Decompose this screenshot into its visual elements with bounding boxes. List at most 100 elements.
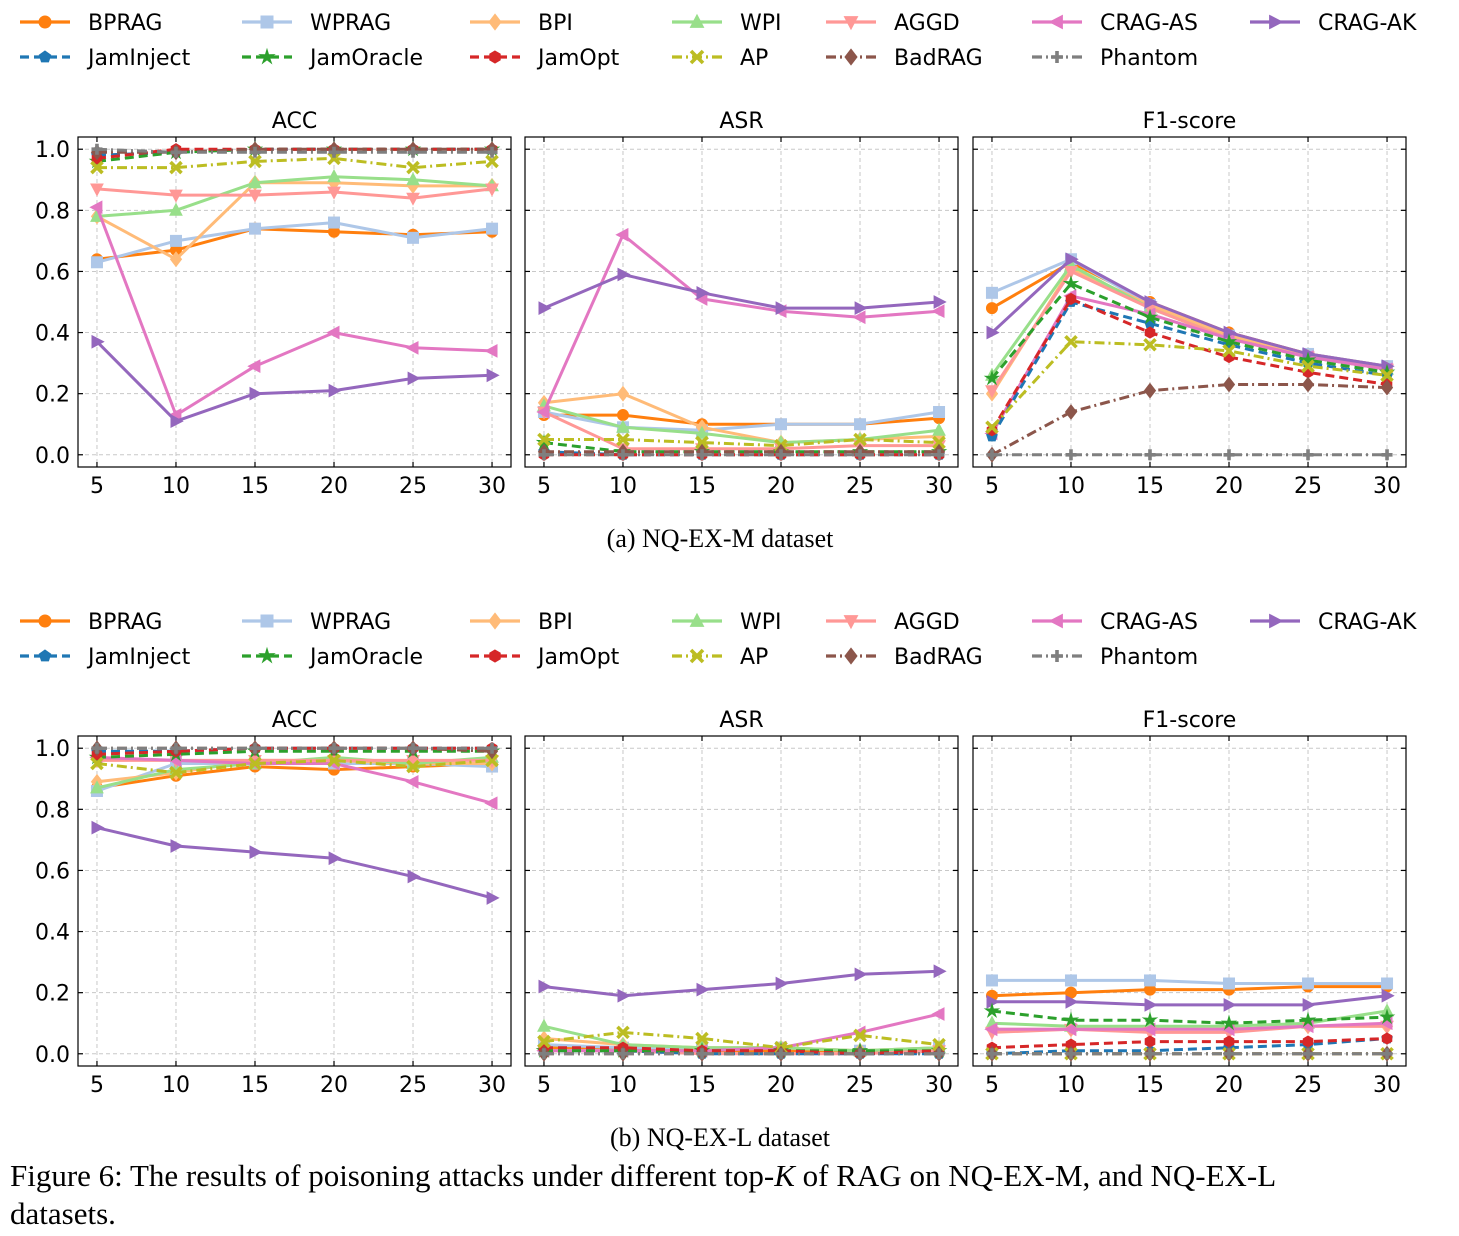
data-point (617, 267, 631, 282)
legend-label: CRAG-AK (1318, 11, 1417, 36)
data-point (1223, 997, 1237, 1012)
data-point (616, 432, 630, 447)
series-phantom (538, 449, 945, 461)
legend-item-wpi: WPI (672, 11, 782, 36)
legend-item-bpi: BPI (470, 610, 573, 635)
legend-nq-ex-l: BPRAG WPRAG BPI WPI AGGD CRAG-AS CRAG-AK JamInj… (20, 610, 1417, 670)
series-phantom (986, 449, 1393, 461)
ticks: 5 10 15 20 25 30 0.0 0.2 0.4 0.6 0.8 1.0 (35, 736, 511, 1098)
data-point (248, 222, 261, 235)
data-point (985, 420, 999, 435)
legend-item-jamoracle: JamOracle (242, 645, 423, 670)
data-point (1381, 449, 1393, 461)
plot-frame (77, 136, 512, 468)
data-point (617, 449, 629, 461)
panel-nq-ex-m-acc: ACC 5 10 15 20 25 30 0.0 0.2 0.4 0.6 0.8 1.0 (35, 109, 512, 499)
data-point (327, 753, 341, 768)
series-group (88, 740, 501, 905)
data-point (248, 189, 262, 203)
figure-caption-line-1: Figure 6: The results of poisoning attac… (10, 1158, 1276, 1193)
x-tick-label: 20 (320, 1073, 348, 1098)
series-group (88, 140, 501, 429)
data-point (854, 1048, 866, 1060)
x-tick-label: 25 (1294, 1073, 1322, 1098)
x-tick-label: 10 (162, 474, 190, 499)
data-point (1380, 368, 1394, 383)
series-line (991, 1037, 1388, 1056)
data-point (405, 774, 419, 789)
data-point (696, 1048, 708, 1060)
series-line (95, 340, 493, 423)
y-tick-label: 0.2 (35, 383, 70, 408)
data-point (169, 251, 183, 268)
legend-marker (1051, 51, 1063, 63)
data-point (986, 449, 998, 461)
data-point (1144, 449, 1156, 461)
y-tick-label: 1.0 (35, 737, 70, 762)
panel-title: F1-score (1143, 708, 1237, 733)
data-point (1223, 977, 1236, 990)
data-point (933, 964, 947, 979)
data-point (1381, 1048, 1393, 1060)
legend-label: CRAG-AS (1100, 11, 1198, 36)
series-line (96, 826, 493, 900)
data-point (1302, 997, 1316, 1012)
data-point (986, 1048, 998, 1060)
data-point (695, 425, 709, 439)
data-point (328, 216, 341, 229)
data-point (249, 386, 263, 401)
panel-title: ACC (272, 109, 317, 134)
data-point (1062, 275, 1080, 291)
series-line (990, 340, 1388, 429)
x-tick-label: 5 (90, 1073, 104, 1098)
data-point (327, 186, 341, 200)
caption-text-2: of RAG on NQ-EX-M, and NQ-EX-L (795, 1158, 1276, 1193)
legend-label: WPI (740, 610, 782, 635)
x-tick-label: 30 (478, 1073, 506, 1098)
data-point (1380, 379, 1394, 396)
data-point (696, 982, 710, 997)
series-line (990, 297, 1388, 432)
legend-marker (489, 50, 501, 64)
data-point (538, 1048, 550, 1060)
data-point (931, 1007, 945, 1021)
series-crag-ak (986, 988, 1395, 1012)
data-point (1064, 404, 1078, 420)
data-point (249, 845, 263, 860)
data-point (854, 967, 868, 982)
data-point (406, 759, 420, 774)
legend-marker (1269, 613, 1284, 629)
data-point (1144, 326, 1156, 339)
data-point (696, 449, 708, 461)
legend-item-aggd: AGGD (826, 610, 960, 635)
data-point (775, 449, 787, 461)
series-line (96, 227, 493, 261)
data-point (985, 974, 998, 987)
data-point (1220, 333, 1238, 349)
y-tick-label: 0.0 (35, 444, 70, 469)
legend-label: AP (740, 46, 768, 71)
data-point (169, 202, 183, 216)
series-line (991, 985, 1387, 998)
data-point (854, 418, 867, 431)
data-point (932, 435, 946, 450)
legend-marker (689, 612, 705, 627)
ticks: 5 10 15 20 25 30 (973, 736, 1406, 1098)
data-point (1301, 359, 1315, 373)
data-point (616, 409, 629, 422)
data-point (1065, 292, 1077, 305)
data-point (1222, 344, 1236, 358)
x-tick-label: 5 (90, 474, 104, 499)
data-point (854, 301, 868, 316)
data-point (1063, 1022, 1077, 1037)
series-ap (90, 753, 499, 780)
legend-label: CRAG-AK (1318, 610, 1417, 635)
series-line (992, 1021, 1388, 1031)
legend-marker (1048, 14, 1063, 30)
x-tick-label: 5 (985, 1073, 999, 1098)
legend-label: AGGD (894, 11, 960, 36)
subcaption-a: (a) NQ-EX-M dataset (607, 524, 834, 553)
series-phantom (538, 1048, 945, 1060)
x-tick-label: 25 (399, 1073, 427, 1098)
data-point (1223, 449, 1235, 461)
